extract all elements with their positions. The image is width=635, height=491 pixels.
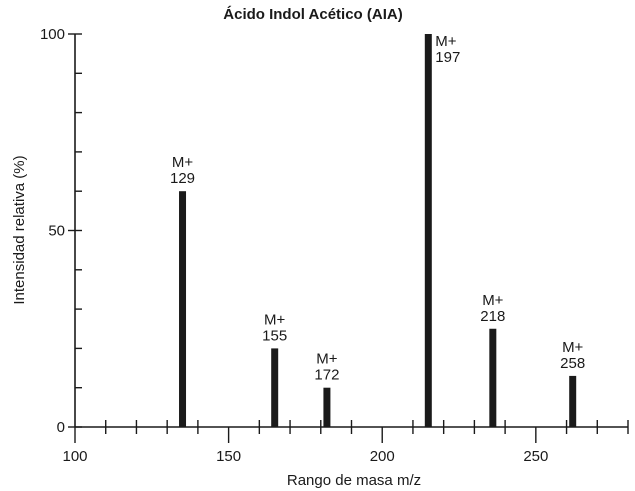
peak-bar bbox=[271, 348, 279, 427]
peak-bar bbox=[323, 387, 331, 427]
peak-label-mz: 155 bbox=[262, 327, 287, 344]
peak-bar bbox=[424, 34, 432, 427]
peak-bar bbox=[569, 375, 577, 427]
peak-label-ion: M+ bbox=[435, 33, 456, 50]
peak-bar bbox=[489, 328, 497, 427]
peak-label-ion: M+ bbox=[316, 351, 337, 368]
x-tick-label: 150 bbox=[216, 448, 241, 465]
peak-label-ion: M+ bbox=[264, 311, 285, 328]
peak-bar bbox=[179, 191, 187, 427]
x-tick-label: 200 bbox=[370, 448, 395, 465]
x-tick-label: 100 bbox=[62, 448, 87, 465]
peak-label-ion: M+ bbox=[562, 339, 583, 356]
peak-label-ion: M+ bbox=[482, 292, 503, 309]
chart-title: Ácido Indol Acético (AIA) bbox=[223, 6, 402, 23]
peak-label-mz: 218 bbox=[480, 308, 505, 325]
y-tick-label: 0 bbox=[57, 419, 65, 436]
y-axis-label: Intensidad relativa (%) bbox=[11, 155, 28, 304]
peak-label-ion: M+ bbox=[172, 154, 193, 171]
peak-label-mz: 129 bbox=[170, 170, 195, 187]
peak-label-mz: 172 bbox=[314, 367, 339, 384]
x-axis-label: Rango de masa m/z bbox=[287, 472, 421, 489]
y-tick-label: 50 bbox=[48, 223, 65, 240]
y-tick-label: 100 bbox=[40, 26, 65, 43]
peak-label-mz: 197 bbox=[435, 49, 460, 66]
peak-label-mz: 258 bbox=[560, 355, 585, 372]
x-tick-label: 250 bbox=[523, 448, 548, 465]
axes: 0 50 100 100 150 200 250 bbox=[40, 26, 629, 465]
